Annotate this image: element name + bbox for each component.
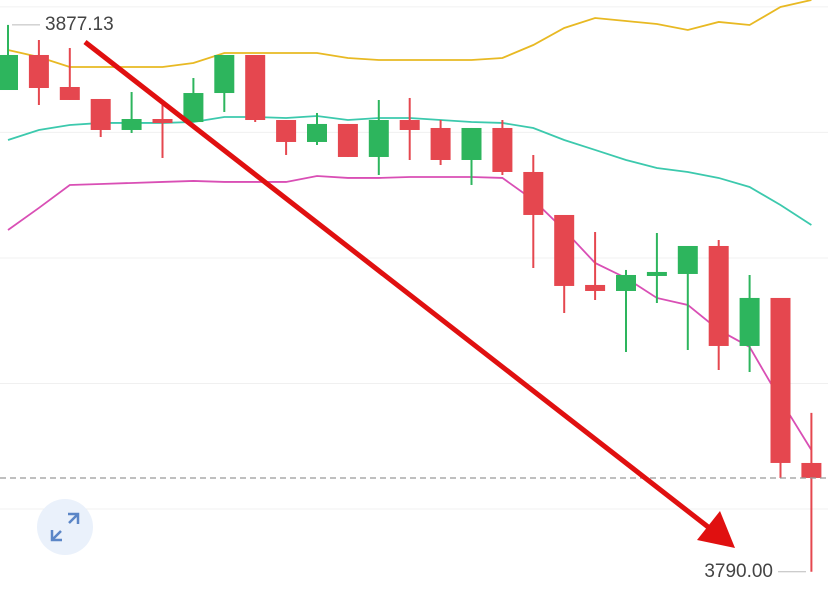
candle-body xyxy=(739,297,760,346)
expand-button[interactable] xyxy=(37,499,93,555)
candle-body xyxy=(59,86,80,100)
candle-body xyxy=(276,120,297,142)
candle-body xyxy=(430,127,451,160)
candle-body xyxy=(646,271,667,276)
candle-body xyxy=(677,245,698,274)
candle-body xyxy=(152,119,173,124)
candle-body xyxy=(399,120,420,130)
candle-body xyxy=(183,93,204,123)
band-line xyxy=(7,175,813,451)
candle-body xyxy=(90,98,111,130)
max-label: 3877.13 xyxy=(45,14,114,35)
candle-body xyxy=(0,54,18,91)
candle-body xyxy=(770,297,791,463)
candle-body xyxy=(245,54,266,121)
candle-body xyxy=(368,120,389,157)
candle-body xyxy=(337,123,358,157)
candle-body xyxy=(121,119,142,130)
candle-body xyxy=(801,462,822,478)
candle-body xyxy=(28,54,49,88)
trend-arrow xyxy=(83,40,735,548)
candle-body xyxy=(307,123,327,142)
candle-body xyxy=(461,127,482,160)
band-line xyxy=(7,0,812,68)
candle-body xyxy=(585,284,606,291)
candle-body xyxy=(523,171,544,215)
candle-body xyxy=(708,245,729,346)
candle-body xyxy=(492,127,513,172)
min-label: 3790.00 xyxy=(704,561,773,582)
candle-body xyxy=(616,274,636,291)
candle-body xyxy=(214,54,235,94)
candle-body xyxy=(554,214,575,286)
